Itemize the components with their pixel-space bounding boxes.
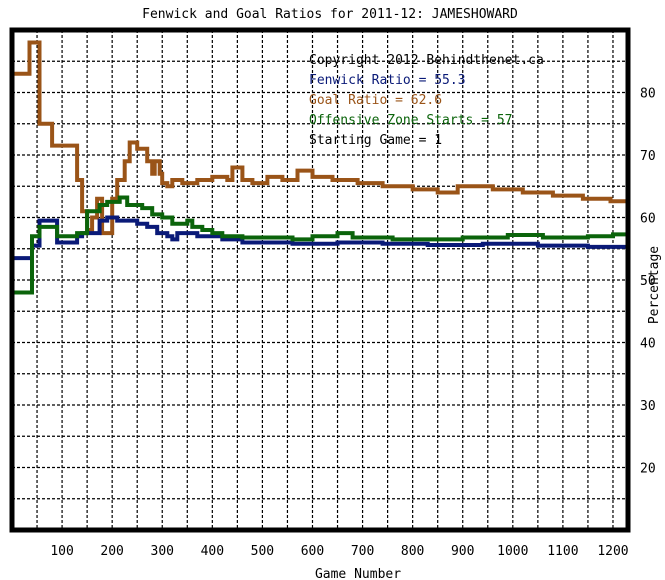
y-tick-label: 30 bbox=[640, 399, 656, 414]
y-axis-label: Percentage bbox=[647, 246, 662, 324]
legend-entry: Fenwick Ratio = 55.3 bbox=[309, 73, 466, 88]
x-tick-label: 700 bbox=[351, 544, 374, 559]
x-tick-label: 200 bbox=[100, 544, 123, 559]
legend-entry: Goal Ratio = 62.6 bbox=[309, 93, 442, 108]
y-tick-label: 70 bbox=[640, 149, 656, 164]
grid bbox=[12, 30, 628, 530]
legend-entry: Copyright 2012 Behindthenet.ca bbox=[309, 53, 544, 68]
x-tick-label: 800 bbox=[401, 544, 424, 559]
x-tick-label: 600 bbox=[301, 544, 324, 559]
x-tick-labels: 100 200 300 400 500 600 700 800 900 1000 1100 1200 bbox=[50, 544, 628, 559]
plot-frame bbox=[9, 27, 631, 533]
y-tick-label: 80 bbox=[640, 87, 656, 102]
y-tick-label: 60 bbox=[640, 212, 656, 227]
series-line-3 bbox=[12, 195, 628, 295]
x-tick-label: 1200 bbox=[597, 544, 628, 559]
y-tick-label: 40 bbox=[640, 337, 656, 352]
chart-title: Fenwick and Goal Ratios for 2011-12: JAM… bbox=[142, 7, 518, 22]
x-axis-label: Game Number bbox=[315, 567, 401, 580]
x-tick-label: 500 bbox=[251, 544, 274, 559]
x-tick-label: 100 bbox=[50, 544, 73, 559]
x-tick-label: 400 bbox=[201, 544, 224, 559]
series-line-1 bbox=[12, 40, 628, 236]
series-lines bbox=[12, 40, 628, 295]
x-tick-label: 300 bbox=[151, 544, 174, 559]
legend: Copyright 2012 Behindthenet.ca Fenwick Ra… bbox=[309, 53, 544, 148]
y-tick-label: 50 bbox=[640, 274, 656, 289]
y-tick-label: 20 bbox=[640, 462, 656, 477]
legend-entry: Offensive Zone Starts = 57 bbox=[309, 113, 513, 128]
x-tick-label: 1000 bbox=[497, 544, 528, 559]
y-tick-labels: 20 30 40 50 60 70 80 bbox=[640, 87, 656, 477]
x-tick-label: 900 bbox=[451, 544, 474, 559]
legend-entry: Starting Game = 1 bbox=[309, 133, 442, 148]
x-tick-label: 1100 bbox=[547, 544, 578, 559]
